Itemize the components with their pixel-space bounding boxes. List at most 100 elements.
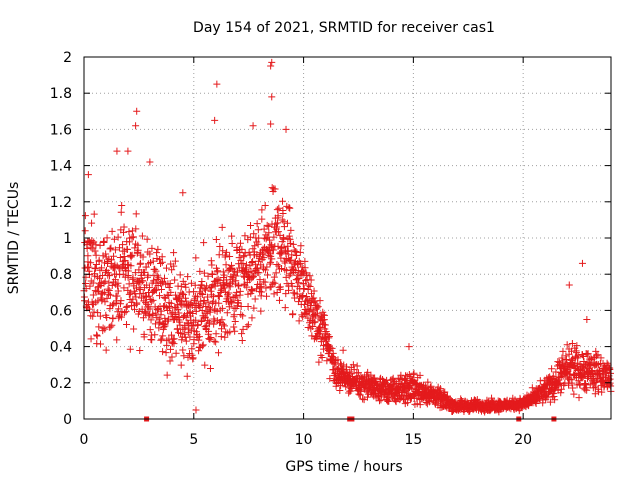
data-point bbox=[88, 219, 96, 227]
data-point bbox=[232, 272, 240, 280]
y-tick-label: 1.4 bbox=[50, 159, 72, 175]
data-point bbox=[287, 226, 295, 234]
data-point bbox=[319, 311, 327, 319]
data-point bbox=[86, 282, 94, 290]
data-point bbox=[230, 311, 238, 319]
data-point bbox=[225, 303, 233, 311]
data-point bbox=[147, 298, 155, 306]
data-point bbox=[336, 360, 344, 368]
data-point bbox=[90, 210, 98, 218]
data-point bbox=[228, 239, 236, 247]
data-point bbox=[285, 232, 293, 240]
data-point bbox=[205, 327, 213, 335]
data-point bbox=[136, 286, 144, 294]
data-point bbox=[594, 351, 602, 359]
data-point bbox=[569, 384, 577, 392]
data-point bbox=[273, 223, 281, 231]
y-tick-label: 1.2 bbox=[50, 195, 72, 211]
data-point bbox=[586, 381, 594, 389]
data-point bbox=[177, 361, 185, 369]
data-point bbox=[116, 300, 124, 308]
data-point bbox=[281, 266, 289, 274]
data-point bbox=[171, 257, 179, 265]
data-point bbox=[200, 314, 208, 322]
data-point bbox=[268, 255, 276, 263]
data-point bbox=[391, 380, 399, 388]
data-point bbox=[273, 206, 281, 214]
data-point bbox=[234, 268, 242, 276]
data-point bbox=[101, 325, 109, 333]
data-point bbox=[167, 299, 175, 307]
data-point bbox=[242, 261, 250, 269]
data-point bbox=[557, 389, 565, 397]
data-point bbox=[556, 373, 564, 381]
data-point bbox=[231, 318, 239, 326]
data-point bbox=[156, 292, 164, 300]
data-point bbox=[118, 201, 126, 209]
data-point bbox=[604, 361, 612, 369]
data-point bbox=[88, 239, 96, 247]
data-point bbox=[157, 336, 165, 344]
data-point bbox=[287, 256, 295, 264]
data-point bbox=[93, 331, 101, 339]
data-point bbox=[247, 267, 255, 275]
data-point bbox=[112, 270, 120, 278]
data-point bbox=[139, 314, 147, 322]
data-point bbox=[100, 288, 108, 296]
data-point bbox=[270, 290, 278, 298]
data-point bbox=[157, 286, 165, 294]
data-point bbox=[562, 355, 570, 363]
data-point bbox=[158, 335, 166, 343]
data-point bbox=[404, 399, 412, 407]
plot-frame bbox=[83, 56, 612, 420]
data-point bbox=[244, 303, 252, 311]
data-point bbox=[93, 288, 101, 296]
data-point bbox=[336, 386, 344, 394]
data-point bbox=[310, 311, 318, 319]
data-point bbox=[218, 223, 226, 231]
data-point bbox=[192, 307, 200, 315]
data-point bbox=[237, 311, 245, 319]
data-point bbox=[195, 347, 203, 355]
data-point bbox=[249, 245, 257, 253]
data-point bbox=[285, 203, 293, 211]
data-point bbox=[95, 323, 103, 331]
data-point bbox=[167, 288, 175, 296]
x-tick-label: 10 bbox=[295, 432, 313, 448]
data-point bbox=[221, 333, 229, 341]
data-point bbox=[206, 284, 214, 292]
data-point bbox=[328, 344, 336, 352]
data-point bbox=[558, 354, 566, 362]
data-point bbox=[258, 215, 266, 223]
data-point bbox=[326, 375, 334, 383]
data-point bbox=[108, 281, 116, 289]
data-point bbox=[248, 314, 256, 322]
data-points bbox=[80, 58, 615, 416]
data-point bbox=[139, 277, 147, 285]
data-point bbox=[182, 314, 190, 322]
data-point bbox=[134, 246, 142, 254]
data-point bbox=[140, 333, 148, 341]
data-point bbox=[248, 287, 256, 295]
data-point bbox=[300, 285, 308, 293]
data-point bbox=[228, 232, 236, 240]
data-point bbox=[288, 282, 296, 290]
data-point bbox=[171, 310, 179, 318]
data-point bbox=[174, 294, 182, 302]
data-point bbox=[82, 280, 90, 288]
data-point bbox=[532, 400, 540, 408]
data-point bbox=[167, 331, 175, 339]
data-point bbox=[120, 223, 128, 231]
data-point bbox=[96, 241, 104, 249]
axis-ticks bbox=[83, 56, 611, 420]
data-point bbox=[301, 301, 309, 309]
data-point bbox=[263, 271, 271, 279]
data-point bbox=[256, 276, 264, 284]
data-point bbox=[310, 287, 318, 295]
data-point bbox=[592, 378, 600, 386]
data-point bbox=[230, 323, 238, 331]
data-point bbox=[263, 292, 271, 300]
data-point bbox=[148, 336, 156, 344]
data-point bbox=[220, 271, 228, 279]
data-point bbox=[178, 290, 186, 298]
